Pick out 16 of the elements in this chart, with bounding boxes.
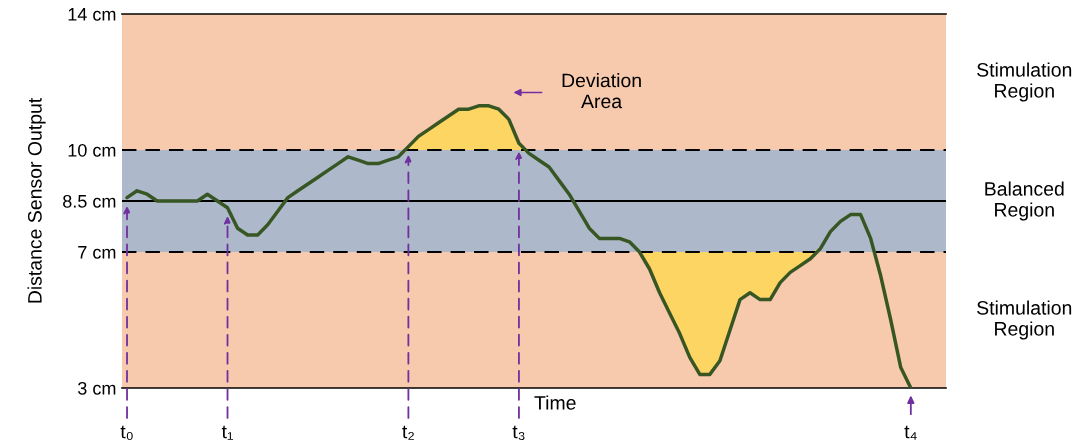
- x-tick-label: t₂: [402, 425, 414, 440]
- x-tick-label: t₀: [120, 425, 133, 440]
- y-tick-label: 3 cm: [78, 381, 116, 395]
- y-tick-label: 14 cm: [68, 8, 116, 21]
- x-tick-label: t₃: [512, 425, 525, 440]
- band-label: Stimulation Region: [977, 62, 1072, 102]
- annotation: Deviation Area: [562, 73, 641, 109]
- y-tick-label: 7 cm: [78, 246, 116, 259]
- y-axis-title: Distance Sensor Output: [27, 97, 46, 303]
- x-tick-label: t₄: [904, 425, 917, 440]
- band-label: Balanced Region: [985, 181, 1064, 221]
- x-tick-label: t₁: [221, 425, 233, 440]
- y-tick-label: 10 cm: [68, 143, 116, 157]
- x-axis-title: Time: [534, 395, 576, 410]
- band-label: Stimulation Region: [977, 300, 1072, 340]
- y-tick-label: 8.5 cm: [63, 194, 116, 208]
